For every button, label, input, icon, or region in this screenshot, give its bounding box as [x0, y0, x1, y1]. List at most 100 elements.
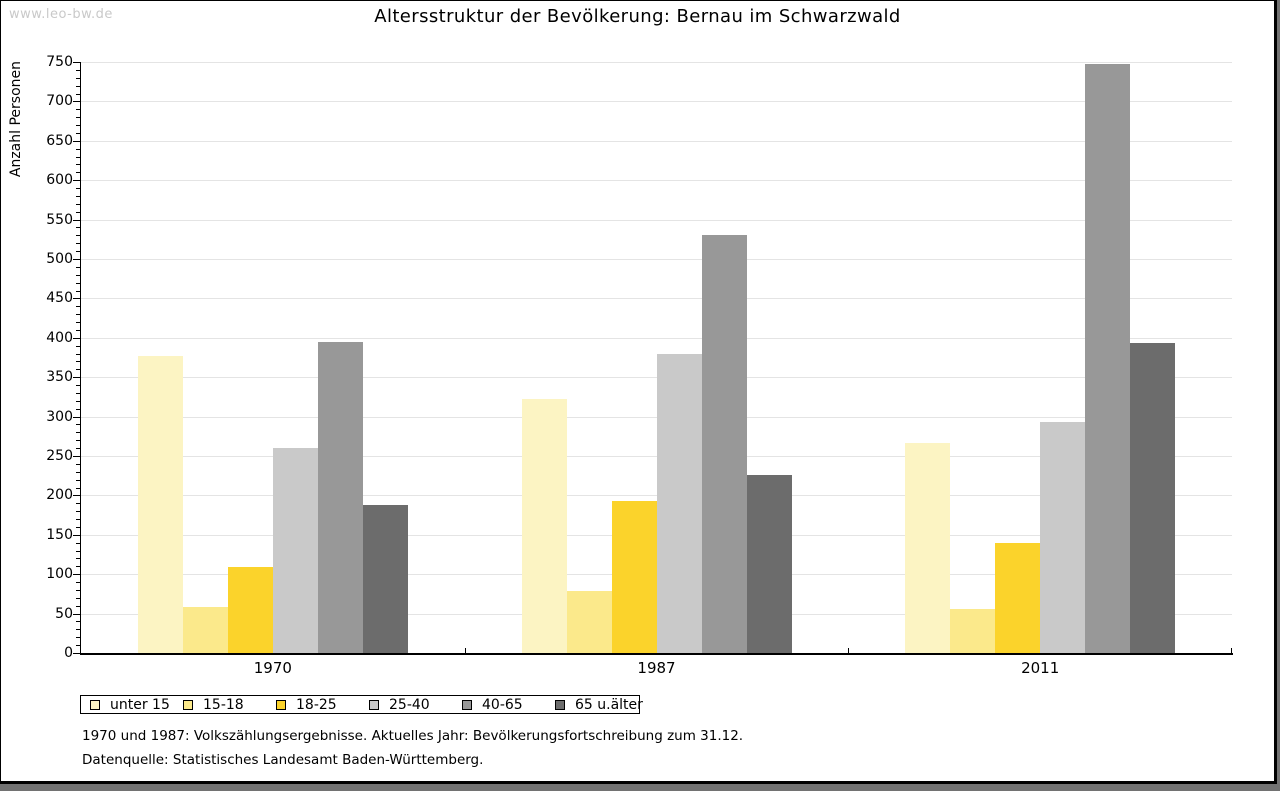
bar-2011-65-u-älter [1130, 342, 1176, 653]
y-minor-tick-580 [76, 195, 81, 197]
y-minor-tick-230 [76, 471, 81, 473]
y-tick-150 [73, 534, 81, 536]
y-minor-tick-640 [76, 148, 81, 150]
legend-item-40-65: 40-65 [462, 696, 523, 713]
y-tick-label-650: 650 [46, 132, 73, 149]
y-minor-tick-590 [76, 188, 81, 190]
gridline-450 [81, 298, 1232, 300]
legend-item-25-40: 25-40 [369, 696, 430, 713]
y-tick-350 [73, 377, 81, 379]
y-tick-450 [73, 298, 81, 300]
y-tick-50 [73, 613, 81, 615]
y-minor-tick-510 [76, 251, 81, 253]
gridline-750 [81, 62, 1232, 63]
y-minor-tick-530 [76, 235, 81, 237]
y-tick-750 [73, 62, 81, 63]
y-tick-label-550: 550 [46, 211, 73, 228]
y-minor-tick-340 [76, 385, 81, 387]
y-minor-tick-130 [76, 550, 81, 552]
gridline-700 [81, 101, 1232, 103]
y-minor-tick-410 [76, 329, 81, 331]
y-minor-tick-60 [76, 605, 81, 607]
legend-swatch-65-u-älter [555, 699, 565, 710]
y-minor-tick-620 [76, 164, 81, 166]
bar-1970-25-40 [272, 448, 318, 653]
y-minor-tick-20 [76, 637, 81, 639]
y-tick-650 [73, 140, 81, 142]
y-minor-tick-320 [76, 400, 81, 402]
y-minor-tick-140 [76, 542, 81, 544]
bar-1970-40-65 [317, 341, 363, 653]
y-minor-tick-240 [76, 463, 81, 465]
y-tick-100 [73, 574, 81, 576]
y-minor-tick-420 [76, 322, 81, 324]
bar-2011-unter-15 [905, 443, 951, 653]
y-minor-tick-720 [76, 85, 81, 87]
y-minor-tick-740 [76, 69, 81, 71]
y-minor-tick-390 [76, 345, 81, 347]
y-tick-label-500: 500 [46, 251, 73, 267]
legend-label-15-18: 15-18 [203, 696, 244, 713]
x-boundary-tick-3 [1231, 648, 1232, 653]
y-minor-tick-260 [76, 448, 81, 450]
x-boundary-tick-2 [848, 648, 849, 653]
y-minor-tick-170 [76, 519, 81, 521]
y-tick-250 [73, 456, 81, 457]
gridline-500 [81, 259, 1232, 260]
y-minor-tick-160 [76, 526, 81, 528]
y-tick-label-700: 700 [46, 93, 73, 110]
y-tick-300 [73, 416, 81, 418]
y-minor-tick-670 [76, 125, 81, 127]
legend-label-unter-15: unter 15 [110, 696, 170, 713]
y-tick-label-250: 250 [46, 448, 73, 464]
bar-1970-unter-15 [137, 355, 183, 653]
y-tick-label-750: 750 [46, 54, 73, 70]
y-minor-tick-660 [76, 132, 81, 134]
y-tick-label-450: 450 [46, 290, 73, 307]
y-minor-tick-110 [76, 566, 81, 568]
y-minor-tick-540 [76, 227, 81, 229]
y-tick-700 [73, 101, 81, 103]
y-minor-tick-360 [76, 369, 81, 371]
footnote-datasource: Datenquelle: Statistisches Landesamt Bad… [82, 752, 484, 768]
y-tick-label-600: 600 [46, 172, 73, 189]
y-tick-550 [73, 219, 81, 221]
bar-1987-18-25 [611, 500, 657, 653]
y-minor-tick-520 [76, 243, 81, 245]
y-minor-tick-430 [76, 314, 81, 316]
gridline-600 [81, 180, 1232, 182]
legend-swatch-40-65 [462, 699, 472, 710]
y-axis-title: Anzahl Personen [8, 61, 24, 178]
bar-1987-15-18 [566, 590, 612, 653]
y-minor-tick-270 [76, 440, 81, 442]
y-tick-label-350: 350 [46, 369, 73, 386]
legend-item-65-u-älter: 65 u.älter [555, 696, 643, 713]
watermark: www.leo-bw.de [9, 7, 113, 22]
x-label-1970: 1970 [253, 659, 292, 677]
bar-2011-40-65 [1085, 63, 1131, 653]
bar-1970-18-25 [227, 567, 273, 653]
y-tick-label-0: 0 [64, 645, 73, 661]
bar-1987-40-65 [701, 234, 747, 653]
bar-1987-25-40 [656, 353, 702, 653]
y-minor-tick-610 [76, 172, 81, 174]
x-label-2011: 2011 [1021, 659, 1060, 677]
y-tick-200 [73, 495, 81, 497]
legend-label-25-40: 25-40 [389, 696, 430, 713]
footnote-sources: 1970 und 1987: Volkszählungsergebnisse. … [82, 728, 744, 744]
y-minor-tick-440 [76, 306, 81, 308]
y-minor-tick-210 [76, 487, 81, 489]
legend-swatch-18-25 [276, 699, 286, 710]
legend-item-unter-15: unter 15 [90, 696, 170, 713]
y-tick-label-300: 300 [46, 408, 73, 425]
y-minor-tick-310 [76, 408, 81, 410]
y-minor-tick-630 [76, 156, 81, 158]
legend-item-15-18: 15-18 [183, 696, 244, 713]
y-minor-tick-710 [76, 93, 81, 95]
y-minor-tick-570 [76, 203, 81, 205]
y-minor-tick-330 [76, 392, 81, 394]
y-minor-tick-490 [76, 266, 81, 268]
y-minor-tick-290 [76, 424, 81, 426]
y-tick-label-100: 100 [46, 566, 73, 583]
y-tick-0 [73, 653, 81, 654]
